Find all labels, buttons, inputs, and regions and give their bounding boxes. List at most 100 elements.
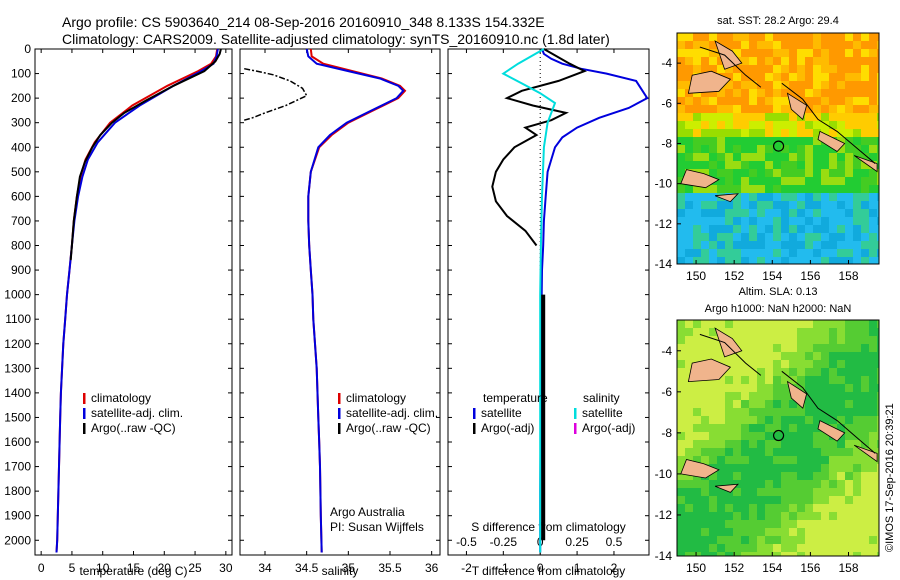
map-cell [813, 520, 822, 529]
map-cell [797, 424, 806, 433]
map-cell [725, 137, 734, 146]
map-cell [765, 81, 774, 90]
map-cell [837, 217, 846, 226]
map-cell [829, 464, 838, 473]
map-cell [861, 416, 870, 425]
map-cell [869, 512, 878, 521]
map-cell [773, 552, 782, 557]
map-cell [749, 81, 758, 90]
map-cell [781, 440, 790, 449]
map-cell [765, 504, 774, 513]
map-cell [837, 129, 846, 138]
x-tick-label: 154 [762, 269, 782, 283]
map-cell [869, 185, 878, 194]
y-tick-label: 0 [24, 42, 31, 56]
map-cell [781, 193, 790, 202]
map-cell [845, 520, 854, 529]
map-cell [765, 408, 774, 417]
map-cell [877, 328, 880, 337]
plot-frame [447, 48, 650, 556]
map-cell [765, 225, 774, 234]
map-cell [773, 57, 782, 66]
map-cell [861, 344, 870, 353]
map-cell [821, 536, 830, 545]
map-cell [717, 480, 726, 489]
map-cell [741, 209, 750, 218]
map-cell [781, 169, 790, 178]
map-cell [693, 129, 702, 138]
map-cell [845, 360, 854, 369]
map-cell [789, 81, 798, 90]
map-cell [757, 81, 766, 90]
map-cell [733, 249, 742, 258]
map-cell [693, 57, 702, 66]
map-cell [837, 480, 846, 489]
y-tick-label: 1500 [4, 410, 31, 424]
map-cell [789, 241, 798, 250]
map-cell [797, 496, 806, 505]
map-cell [701, 480, 710, 489]
map-cell [765, 121, 774, 130]
map-cell [821, 169, 830, 178]
map-cell [877, 73, 880, 82]
map-cell [757, 225, 766, 234]
map-cell [709, 544, 718, 553]
map-cell [837, 336, 846, 345]
map-cell [733, 129, 742, 138]
map-cell [677, 177, 686, 186]
map-cell [685, 472, 694, 481]
map-cell [789, 137, 798, 146]
map-cell [837, 225, 846, 234]
y-tick-label: -8 [661, 426, 672, 440]
map-cell [733, 528, 742, 537]
map-cell [709, 520, 718, 529]
map-cell [845, 328, 854, 337]
map-cell [845, 65, 854, 74]
series-line [501, 48, 557, 553]
map-cell [685, 552, 694, 557]
map-cell [701, 121, 710, 130]
map-cell [709, 392, 718, 401]
map-cell [773, 177, 782, 186]
map-cell [733, 169, 742, 178]
map-cell [821, 528, 830, 537]
map-cell [861, 496, 870, 505]
map-cell [853, 352, 862, 361]
map-cell [813, 201, 822, 210]
map-cell [853, 169, 862, 178]
map-cell [725, 233, 734, 242]
map-cell [797, 504, 806, 513]
map-cell [757, 153, 766, 162]
map-cell [821, 416, 830, 425]
map-cell [813, 185, 822, 194]
y-tick-label: -8 [661, 136, 672, 150]
map-cell [869, 536, 878, 545]
map-cell [757, 392, 766, 401]
map-cell [829, 169, 838, 178]
map-cell [805, 320, 814, 329]
map-cell [781, 400, 790, 409]
map-cell [749, 177, 758, 186]
legend-label: satellite-adj. clim. [91, 406, 183, 420]
map-cell [877, 344, 880, 353]
map-cell [781, 233, 790, 242]
map-cell [861, 161, 870, 170]
map-cell [733, 384, 742, 393]
map-cell [821, 320, 830, 329]
map-cell [877, 169, 880, 178]
map-cell [805, 249, 814, 258]
map-cell [709, 249, 718, 258]
map-cell [765, 448, 774, 457]
map-cell [773, 512, 782, 521]
map-cell [845, 528, 854, 537]
map-cell [829, 33, 838, 42]
map-cell [789, 73, 798, 82]
map-cell [709, 65, 718, 74]
map-cell [845, 105, 854, 114]
map-cell [837, 376, 846, 385]
map-cell [717, 504, 726, 513]
map-cell [749, 225, 758, 234]
map-cell [701, 448, 710, 457]
map-cell [765, 113, 774, 122]
series-line [305, 48, 405, 553]
